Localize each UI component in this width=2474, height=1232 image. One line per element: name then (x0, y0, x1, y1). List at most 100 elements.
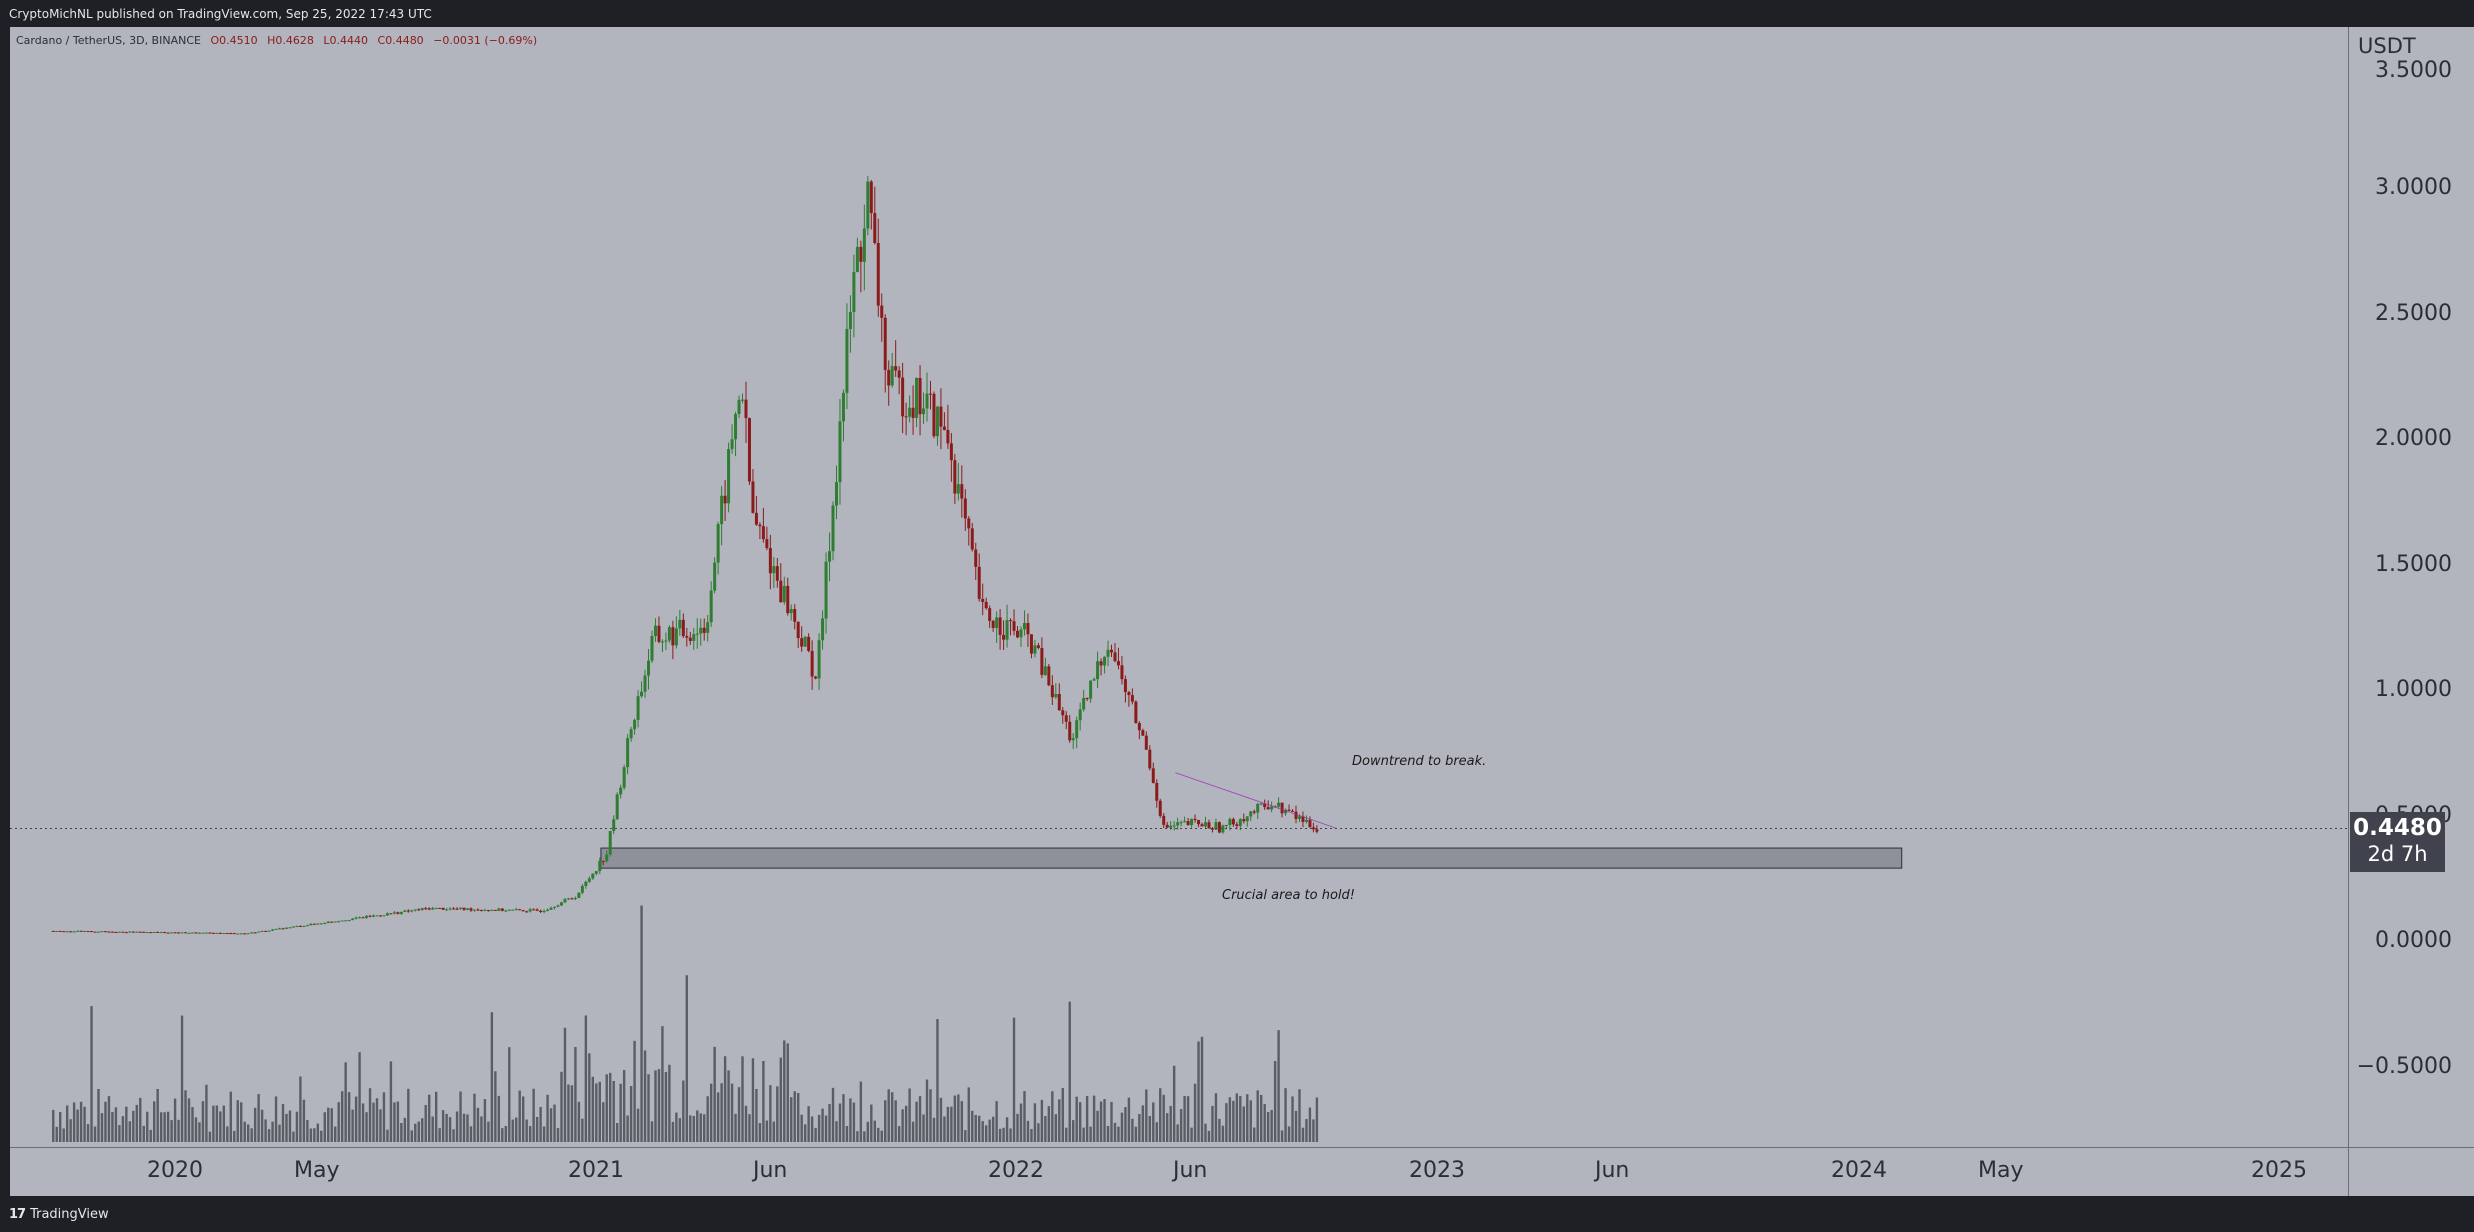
volume-bar (528, 1126, 532, 1142)
candle-body (998, 617, 1002, 635)
time-axis[interactable] (10, 1147, 2348, 1197)
candle-body (288, 927, 292, 929)
candle-body (462, 907, 466, 910)
candle-body (1019, 629, 1023, 638)
candle-body (692, 634, 696, 641)
volume-bar (887, 1089, 890, 1142)
volume-bar (904, 1105, 908, 1142)
tradingview-logo[interactable]: 17 TradingView (9, 1207, 109, 1222)
candle-body (559, 902, 563, 906)
candle-body (1022, 623, 1026, 630)
price-unit-label: USDT (2358, 34, 2416, 58)
candle-body (312, 923, 316, 925)
volume-bar (205, 1084, 208, 1142)
candle-body (636, 696, 640, 720)
candle-body (131, 931, 135, 933)
candle-body (190, 932, 194, 934)
candle-body (1012, 621, 1016, 631)
candle-body (253, 932, 257, 934)
candle-body (344, 920, 348, 922)
candle-body (660, 641, 664, 643)
candle-body (995, 617, 999, 628)
volume-bar (939, 1097, 943, 1142)
volume-bar (713, 1046, 716, 1142)
candle-body (1280, 802, 1284, 814)
candle-body (459, 907, 463, 909)
candle-body (824, 561, 828, 619)
candle-body (76, 930, 80, 932)
volume-bar (79, 1101, 83, 1142)
volume-bar (1287, 1126, 1291, 1142)
volume-bar (518, 1090, 521, 1142)
volume-bar (368, 1088, 372, 1142)
candle-body (674, 628, 678, 646)
volume-bar (1193, 1083, 1197, 1142)
candle-body (803, 636, 807, 647)
candle-body (779, 580, 783, 603)
candle-body (490, 909, 494, 911)
candle-body (834, 482, 838, 506)
volume-bar (814, 1127, 817, 1142)
candle-body (309, 923, 313, 926)
volume-bar (723, 1056, 727, 1142)
support-annotation[interactable]: Crucial area to hold! (1222, 888, 1355, 903)
volume-bar (1235, 1093, 1239, 1142)
volume-bar (400, 1122, 403, 1142)
symbol-name: Cardano / TetherUS, 3D, BINANCE (16, 34, 201, 47)
candle-body (577, 892, 581, 899)
candle-body (1259, 803, 1263, 805)
candle-body (793, 609, 797, 622)
candle-body (925, 393, 929, 409)
volume-bar (159, 1112, 163, 1142)
volume-bar (859, 1081, 863, 1142)
volume-bar (1312, 1119, 1315, 1142)
candle-body (1047, 666, 1051, 686)
candle-body (1210, 828, 1214, 830)
candle-body (1113, 652, 1117, 662)
candle-body (100, 931, 104, 933)
volume-bar (1110, 1101, 1113, 1142)
candle-body (399, 911, 403, 914)
candle-body (365, 915, 369, 918)
candle-body (1141, 730, 1145, 736)
candle-body (406, 910, 410, 912)
candle-body (1144, 735, 1148, 750)
top-bar: CryptoMichNL published on TradingView.co… (0, 0, 2474, 27)
volume-bar (55, 1126, 58, 1142)
candle-body (257, 931, 261, 933)
volume-bar (894, 1100, 897, 1142)
candle-body (69, 931, 73, 933)
candle-body (1294, 811, 1298, 819)
candle-body (218, 932, 222, 934)
chart-pane[interactable] (10, 27, 2348, 1147)
volume-bar (602, 1102, 605, 1142)
volume-bar (758, 1122, 762, 1142)
volume-bar (438, 1128, 441, 1142)
candle-body (1304, 819, 1308, 822)
candle-body (1297, 816, 1301, 819)
price-axis[interactable] (2348, 27, 2474, 1147)
volume-bar (755, 1089, 758, 1142)
candle-body (807, 636, 811, 651)
volume-bar (574, 1047, 577, 1142)
volume-bar (974, 1114, 977, 1142)
candle-body (650, 636, 654, 661)
candle-body (855, 246, 859, 273)
candle-body (817, 640, 821, 679)
volume-bar (981, 1121, 984, 1142)
volume-bar (274, 1096, 278, 1142)
volume-bar (114, 1107, 118, 1142)
change-value: −0.0031 (−0.69%) (433, 34, 538, 47)
volume-bar (201, 1101, 205, 1142)
time-tick-label: 2024 (1831, 1158, 1887, 1183)
volume-bar (671, 1121, 675, 1142)
volume-bar (640, 905, 643, 1142)
candle-body (897, 370, 901, 378)
candle-body (124, 932, 128, 934)
candle-body (640, 691, 644, 697)
volume-bar (661, 1026, 664, 1142)
downtrend-annotation[interactable]: Downtrend to break. (1352, 754, 1487, 769)
volume-bar (490, 1012, 494, 1142)
time-tick-label: 2021 (568, 1158, 624, 1183)
